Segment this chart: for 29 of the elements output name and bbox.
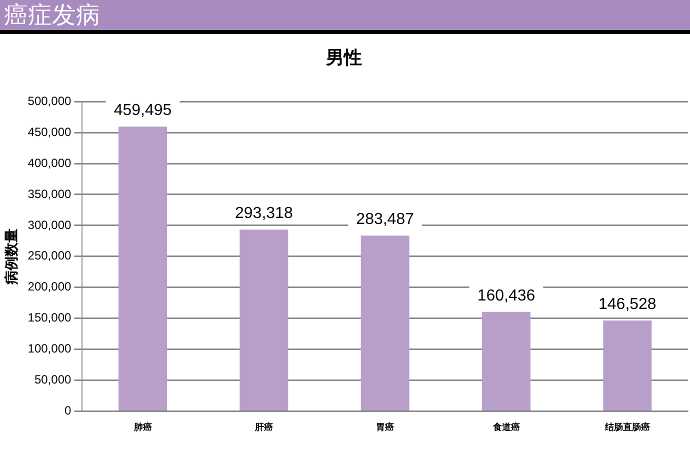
chart-title: 癌症发病 [0,0,690,34]
bar [360,236,410,410]
x-tick-label: 肺癌 [132,422,152,433]
chart-subtitle: 男性 [325,47,362,68]
data-label: 160,436 [477,287,536,304]
y-tick-label: 450,000 [28,124,72,139]
y-tick-label: 350,000 [28,186,72,201]
y-axis-title: 病例数量 [3,228,20,286]
bar [240,230,288,410]
x-tick-label: 肝癌 [254,422,273,433]
bar [603,320,652,410]
bar [482,312,530,410]
data-label: 146,528 [598,296,656,313]
y-tick-label: 150,000 [28,310,72,325]
x-tick-label: 胃癌 [376,422,394,433]
y-tick-label: 100,000 [28,342,72,356]
y-tick-label: 250,000 [28,248,72,263]
y-tick-label: 50,000 [34,372,72,387]
data-label: 459,495 [114,102,172,120]
bar [118,126,167,410]
data-label: 293,318 [235,204,293,222]
x-tick-label: 结肠直肠癌 [604,422,650,433]
y-tick-label: 400,000 [28,156,72,170]
y-tick-label: 0 [64,404,72,418]
y-tick-label: 200,000 [28,280,72,294]
data-label: 283,487 [356,211,414,228]
y-tick-label: 300,000 [28,218,72,232]
y-tick-label: 500,000 [28,94,72,108]
x-tick-label: 食道癌 [492,422,520,433]
